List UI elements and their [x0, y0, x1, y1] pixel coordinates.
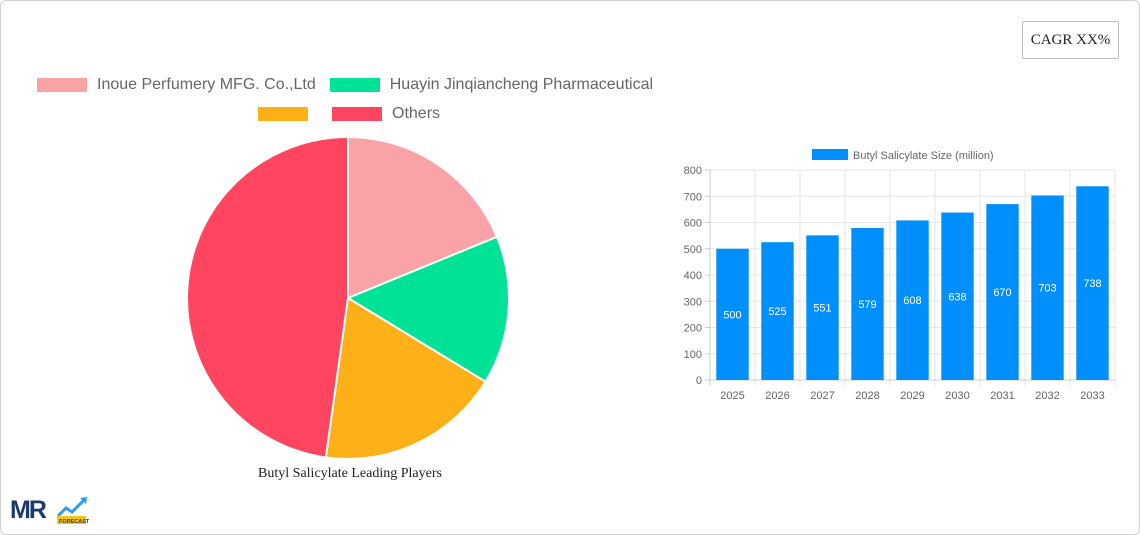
svg-text:MR: MR: [10, 496, 47, 524]
pie-legend-row-2: Others: [258, 105, 454, 123]
cagr-badge: CAGR XX%: [1022, 21, 1119, 59]
svg-text:400: 400: [684, 270, 702, 282]
pie-chart: [186, 135, 510, 460]
bar[interactable]: [1031, 195, 1064, 380]
svg-text:2026: 2026: [765, 390, 789, 402]
legend-swatch: [37, 78, 87, 92]
svg-text:600: 600: [684, 218, 702, 230]
legend-label: Inoue Perfumery MFG. Co.,Ltd: [97, 76, 316, 93]
bar[interactable]: [941, 212, 974, 380]
bar[interactable]: [1076, 186, 1109, 380]
legend-swatch: [329, 78, 380, 92]
svg-text:2032: 2032: [1035, 390, 1059, 402]
svg-text:670: 670: [993, 287, 1011, 299]
svg-text:638: 638: [948, 291, 966, 303]
svg-text:200: 200: [684, 323, 702, 335]
svg-text:551: 551: [813, 303, 831, 315]
svg-text:608: 608: [903, 295, 921, 307]
pie-legend-row-1: Inoue Perfumery MFG. Co.,Ltd Huayin Jinq…: [37, 76, 667, 94]
pie-slice[interactable]: [324, 296, 487, 460]
pie-legend-item-others[interactable]: Others: [332, 105, 440, 123]
legend-label: Huayin Jinqiancheng Pharmaceutical: [389, 76, 654, 93]
legend-label: Others: [392, 105, 441, 122]
svg-text:2025: 2025: [720, 390, 744, 402]
svg-text:800: 800: [684, 165, 702, 177]
svg-text:FORECAST: FORECAST: [59, 519, 90, 525]
mr-forecast-logo: MR FORECAST: [10, 496, 90, 525]
bar[interactable]: [716, 248, 749, 380]
svg-text:2027: 2027: [810, 390, 834, 402]
svg-text:703: 703: [1038, 283, 1056, 295]
bar[interactable]: [806, 235, 839, 380]
svg-text:500: 500: [723, 309, 741, 321]
svg-text:2028: 2028: [855, 390, 879, 402]
pie-legend-item-unnamed[interactable]: [258, 107, 318, 121]
svg-text:0: 0: [696, 375, 702, 387]
svg-text:738: 738: [1083, 278, 1101, 290]
svg-text:2031: 2031: [990, 390, 1014, 402]
svg-text:2029: 2029: [900, 390, 924, 402]
svg-text:700: 700: [684, 191, 702, 203]
bar-chart: Butyl Salicylate Size (million) 0 100 200 30…: [684, 149, 1116, 402]
pie-legend-item-huayin[interactable]: Huayin Jinqiancheng Pharmaceutical: [329, 76, 654, 94]
svg-text:500: 500: [684, 244, 702, 256]
svg-text:525: 525: [768, 306, 786, 318]
svg-text:300: 300: [684, 296, 702, 308]
pie-chart-title: Butyl Salicylate Leading Players: [258, 466, 442, 481]
pie-legend-item-inoue[interactable]: Inoue Perfumery MFG. Co.,Ltd: [37, 76, 316, 94]
svg-text:100: 100: [684, 349, 702, 361]
pie-slice[interactable]: [186, 135, 349, 459]
pie-slice[interactable]: [345, 235, 510, 384]
bar[interactable]: [761, 242, 794, 380]
bar[interactable]: [986, 204, 1019, 380]
svg-text:2030: 2030: [945, 390, 969, 402]
pie-slice[interactable]: [347, 135, 499, 300]
bar[interactable]: [851, 228, 884, 380]
bar[interactable]: [896, 220, 929, 380]
legend-swatch: [258, 107, 308, 121]
svg-text:579: 579: [858, 299, 876, 311]
legend-swatch: [332, 107, 382, 121]
svg-text:2033: 2033: [1080, 390, 1104, 402]
svg-text:Butyl Salicylate Size (million: Butyl Salicylate Size (million): [853, 150, 994, 162]
